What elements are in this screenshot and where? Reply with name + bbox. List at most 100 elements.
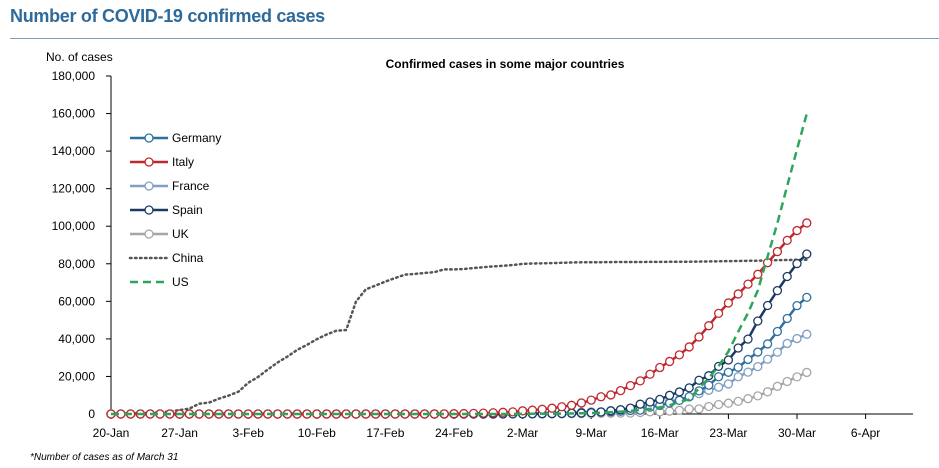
- legend-item-china: China: [128, 251, 204, 265]
- data-point: [733, 343, 743, 353]
- y-tick-label: 100,000: [52, 219, 96, 233]
- x-tick-label: 24-Feb: [435, 426, 473, 440]
- legend-label: US: [172, 275, 189, 289]
- data-point: [753, 269, 763, 279]
- data-point: [733, 396, 743, 407]
- data-point: [753, 316, 763, 326]
- data-point: [753, 391, 763, 401]
- data-point: [733, 289, 743, 299]
- data-point: [772, 285, 783, 296]
- data-point: [655, 394, 665, 405]
- data-point: [557, 402, 567, 412]
- data-point: [713, 399, 724, 410]
- data-point: [645, 397, 655, 407]
- series-line: [111, 113, 809, 416]
- data-point: [792, 333, 802, 344]
- x-tick-label: 16-Mar: [641, 426, 679, 440]
- data-point: [635, 376, 645, 386]
- data-point: [762, 354, 773, 364]
- data-point: [713, 372, 724, 382]
- data-point: [792, 301, 802, 311]
- data-point: [782, 313, 792, 324]
- data-point: [762, 387, 773, 397]
- y-tick-label: 60,000: [58, 294, 95, 308]
- data-point: [713, 382, 724, 392]
- data-point: [586, 395, 596, 405]
- legend-marker: [144, 205, 154, 215]
- data-point: [723, 355, 734, 365]
- page-title: Number of COVID-19 confirmed cases: [10, 6, 325, 26]
- data-point: [704, 401, 714, 412]
- data-point: [684, 404, 694, 414]
- x-tick-label: 2-Mar: [507, 426, 538, 440]
- y-tick-label: 180,000: [52, 69, 96, 83]
- data-point: [655, 362, 665, 373]
- data-point: [753, 361, 763, 372]
- x-tick-label: 27-Jan: [161, 426, 198, 440]
- x-tick-label: 17-Feb: [366, 426, 404, 440]
- data-point: [615, 385, 626, 396]
- data-point: [802, 249, 812, 259]
- legend-label: Spain: [172, 203, 203, 217]
- data-point: [792, 225, 802, 236]
- data-point: [743, 354, 753, 365]
- data-point: [537, 404, 547, 414]
- data-point: [782, 235, 792, 246]
- data-point: [762, 300, 773, 311]
- legend-label: UK: [172, 227, 189, 241]
- x-tick-label: 10-Feb: [298, 426, 336, 440]
- data-point: [792, 258, 802, 269]
- data-point: [694, 404, 704, 414]
- legend-item-spain: Spain: [130, 203, 203, 217]
- legend-item-france: France: [130, 179, 210, 193]
- data-point: [743, 334, 753, 344]
- series-germany: [106, 292, 812, 419]
- series-line: [109, 258, 809, 415]
- data-point: [645, 369, 655, 379]
- series-us: [111, 113, 809, 416]
- data-point: [753, 347, 763, 357]
- data-point: [704, 380, 714, 390]
- data-point: [674, 405, 685, 415]
- data-point: [694, 375, 704, 385]
- data-point: [772, 381, 783, 391]
- data-point: [723, 379, 734, 389]
- legend-marker: [144, 229, 154, 239]
- footnote: *Number of cases as of March 31: [30, 452, 178, 463]
- data-point: [547, 403, 557, 413]
- legend-item-germany: Germany: [130, 131, 221, 145]
- data-point: [723, 367, 734, 377]
- data-point: [713, 308, 724, 319]
- data-point: [782, 271, 792, 282]
- data-point: [733, 372, 743, 382]
- data-point: [723, 398, 734, 408]
- data-point: [576, 398, 587, 408]
- data-point: [704, 321, 714, 331]
- x-tick-label: 23-Mar: [709, 426, 747, 440]
- data-point: [782, 376, 792, 387]
- data-point: [606, 390, 616, 400]
- data-point: [802, 218, 812, 228]
- data-point: [772, 246, 783, 257]
- data-point: [674, 387, 685, 397]
- data-point: [694, 332, 704, 342]
- data-point: [802, 329, 812, 339]
- y-tick-label: 160,000: [52, 107, 96, 121]
- data-point: [635, 399, 645, 409]
- series-line: [111, 333, 808, 416]
- x-tick-label: 9-Mar: [576, 426, 607, 440]
- data-point: [704, 371, 714, 381]
- x-tick-label: 20-Jan: [93, 426, 130, 440]
- data-point: [723, 298, 734, 308]
- data-point: [733, 362, 743, 372]
- data-point: [762, 339, 773, 349]
- data-point: [664, 356, 675, 367]
- x-tick-label: 30-Mar: [778, 426, 816, 440]
- data-point: [664, 406, 675, 416]
- data-point: [743, 394, 753, 404]
- legend-item-uk: UK: [130, 227, 189, 241]
- data-point: [772, 347, 783, 357]
- data-point: [743, 367, 753, 377]
- legend-item-us: US: [130, 275, 189, 289]
